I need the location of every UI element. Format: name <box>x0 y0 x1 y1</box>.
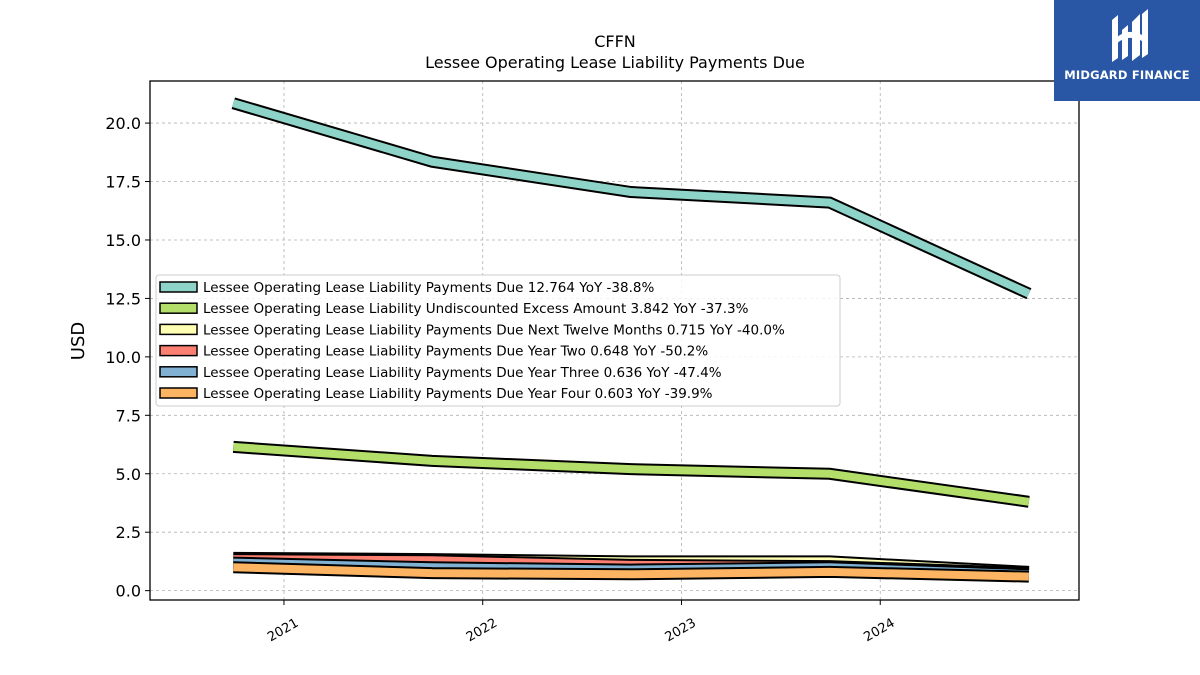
x-tick-label: 2022 <box>464 616 500 646</box>
series-line <box>233 563 1029 581</box>
y-tick-label: 20.0 <box>105 114 141 133</box>
legend-entry: Lessee Operating Lease Liability Undisco… <box>203 301 749 317</box>
y-tick-label: 0.0 <box>116 582 141 601</box>
chart-title: CFFN <box>594 32 636 51</box>
legend-swatch <box>159 387 198 399</box>
legend-entry: Lessee Operating Lease Liability Payment… <box>203 365 722 381</box>
legend-swatch <box>159 302 198 314</box>
legend-entry: Lessee Operating Lease Liability Payment… <box>203 344 708 360</box>
legend-entry: Lessee Operating Lease Liability Payment… <box>203 386 713 402</box>
y-tick-label: 17.5 <box>105 173 141 192</box>
legend-swatch <box>159 344 198 357</box>
axes: 0.0 2.5 5.0 7.5 10.0 12.5 15.0 17.5 20.0 2021 2022… <box>105 114 897 645</box>
legend-entry: Lessee Operating Lease Liability Payment… <box>203 322 785 338</box>
series-line <box>232 99 1031 298</box>
legend-entry: Lessee Operating Lease Liability Payment… <box>203 280 654 296</box>
legend-swatch <box>159 323 198 336</box>
y-tick-label: 10.0 <box>105 348 141 367</box>
legend-box <box>155 274 841 407</box>
brand-logo: MIDGARD FINANCE <box>1054 0 1200 101</box>
x-tick-label: 2021 <box>265 616 301 646</box>
logo-text: MIDGARD FINANCE <box>1064 68 1190 82</box>
x-tick-label: 2023 <box>663 616 699 646</box>
logo-mark-icon <box>1112 9 1148 62</box>
y-tick-label: 12.5 <box>105 289 141 308</box>
x-tick-label: 2024 <box>861 616 897 646</box>
y-tick-label: 2.5 <box>116 523 141 542</box>
series-layer <box>231 97 1032 583</box>
series-outline <box>231 97 1032 300</box>
y-tick-label: 5.0 <box>116 465 141 484</box>
chart-subtitle: Lessee Operating Lease Liability Payment… <box>425 53 805 72</box>
legend: Lessee Operating Lease Liability Payment… <box>155 274 841 407</box>
y-axis-label: USD <box>68 322 89 360</box>
legend-swatch <box>159 366 198 378</box>
y-tick-label: 15.0 <box>105 231 141 250</box>
y-tick-label: 7.5 <box>116 406 141 425</box>
plot-frame <box>149 80 1080 601</box>
legend-swatch <box>159 281 198 293</box>
series-line <box>233 442 1030 506</box>
